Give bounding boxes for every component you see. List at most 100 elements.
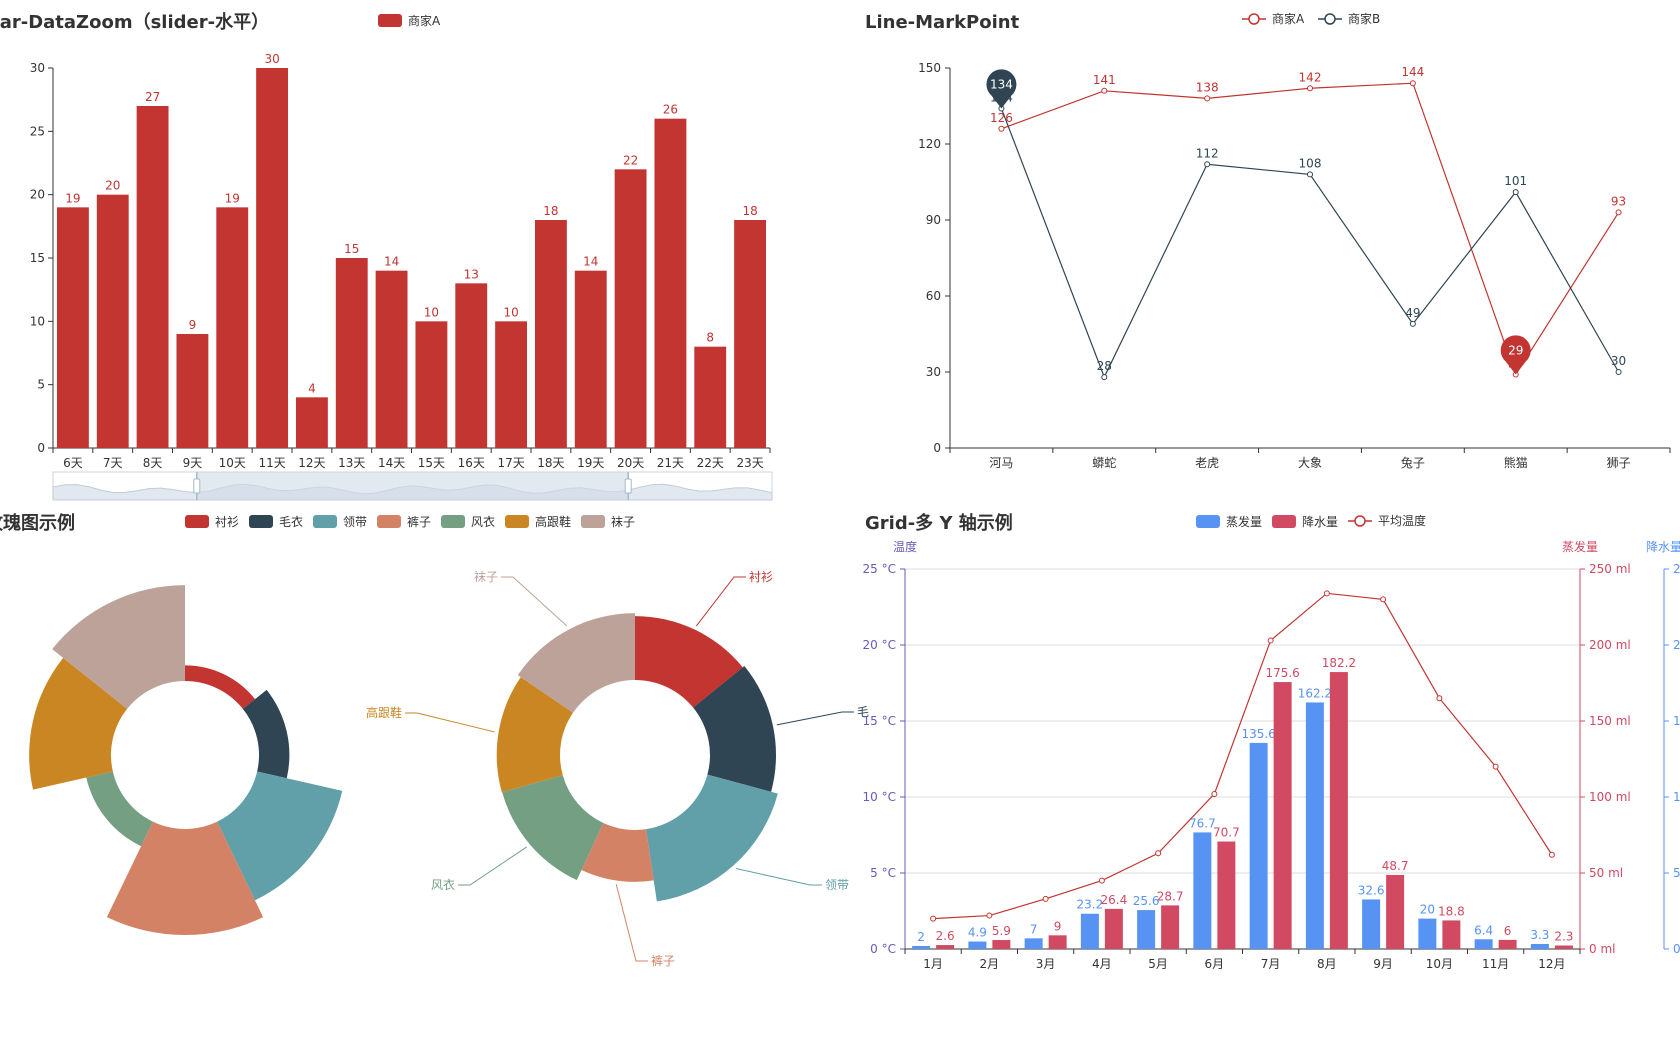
legend-marker[interactable]	[505, 515, 529, 528]
bar[interactable]	[335, 258, 368, 448]
data-point[interactable]	[1155, 850, 1162, 857]
bar[interactable]	[1161, 905, 1180, 949]
bar[interactable]	[1329, 672, 1348, 949]
data-point[interactable]	[1409, 320, 1416, 327]
bar[interactable]	[1305, 702, 1324, 949]
datazoom-handle[interactable]	[624, 478, 632, 494]
data-point[interactable]	[1042, 895, 1049, 902]
legend-label[interactable]: 商家B	[1348, 11, 1380, 26]
bar[interactable]	[1474, 939, 1493, 949]
legend-marker[interactable]	[377, 515, 401, 528]
bar[interactable]	[176, 334, 209, 448]
bar[interactable]	[1048, 935, 1067, 949]
bar[interactable]	[375, 270, 408, 448]
legend-label[interactable]: 商家A	[1272, 11, 1305, 26]
data-point[interactable]	[986, 912, 993, 919]
data-point[interactable]	[1267, 637, 1274, 644]
legend-marker[interactable]	[441, 515, 465, 528]
rose-sector[interactable]	[693, 666, 777, 792]
legend-marker[interactable]	[1196, 515, 1220, 528]
data-point[interactable]	[1211, 790, 1218, 797]
bar[interactable]	[734, 220, 767, 448]
datazoom-handle[interactable]	[193, 478, 201, 494]
rose-sector[interactable]	[185, 665, 256, 709]
bar[interactable]	[1024, 938, 1043, 949]
legend-marker[interactable]	[249, 515, 273, 528]
legend-label[interactable]: 毛衣	[279, 514, 303, 529]
data-point[interactable]	[1409, 80, 1416, 87]
legend-marker[interactable]	[378, 14, 402, 27]
legend-label[interactable]: 高跟鞋	[535, 514, 571, 529]
rose-sector[interactable]	[502, 775, 604, 881]
data-point[interactable]	[1492, 763, 1499, 770]
data-point[interactable]	[1615, 209, 1622, 216]
legend-marker[interactable]	[1354, 515, 1366, 527]
bar[interactable]	[1273, 682, 1292, 949]
bar[interactable]	[992, 940, 1011, 949]
data-point[interactable]	[1101, 87, 1108, 94]
bar[interactable]	[694, 346, 727, 448]
rose-sector[interactable]	[106, 821, 264, 935]
rose-sector[interactable]	[646, 774, 778, 902]
legend-marker[interactable]	[313, 515, 337, 528]
data-point[interactable]	[1098, 877, 1105, 884]
rose-sector[interactable]	[29, 657, 128, 790]
data-point[interactable]	[1615, 369, 1622, 375]
legend-label[interactable]: 商家A	[408, 13, 441, 28]
bar[interactable]	[295, 397, 328, 448]
bar[interactable]	[574, 270, 607, 448]
bar[interactable]	[1418, 918, 1437, 949]
legend-label[interactable]: 领带	[343, 515, 367, 529]
rose-sector[interactable]	[86, 771, 153, 847]
data-point[interactable]	[1436, 695, 1443, 702]
bar[interactable]	[1442, 920, 1461, 949]
bar[interactable]	[455, 283, 488, 448]
bar[interactable]	[216, 207, 249, 448]
bar[interactable]	[1554, 945, 1573, 949]
legend-label[interactable]: 袜子	[611, 515, 635, 529]
markpoint-pin[interactable]	[1500, 335, 1531, 375]
legend-marker[interactable]	[1324, 13, 1336, 25]
bar[interactable]	[1193, 832, 1212, 949]
bar[interactable]	[495, 321, 528, 448]
bar[interactable]	[56, 207, 89, 448]
bar[interactable]	[912, 945, 931, 949]
data-point[interactable]	[1512, 189, 1519, 196]
rose-sector[interactable]	[217, 771, 343, 901]
bar[interactable]	[1249, 742, 1268, 949]
data-point[interactable]	[1204, 161, 1211, 168]
bar[interactable]	[1530, 943, 1549, 949]
bar[interactable]	[136, 106, 169, 448]
legend-marker[interactable]	[185, 515, 209, 528]
markpoint-pin[interactable]	[986, 69, 1017, 109]
bar[interactable]	[936, 945, 955, 949]
rose-sector[interactable]	[52, 585, 186, 709]
legend-marker[interactable]	[1248, 13, 1260, 25]
legend-label[interactable]: 降水量	[1302, 515, 1338, 529]
rose-sector[interactable]	[242, 689, 290, 779]
bar[interactable]	[1137, 910, 1156, 949]
bar[interactable]	[534, 220, 567, 448]
data-point[interactable]	[1323, 590, 1330, 597]
legend-label[interactable]: 平均温度	[1378, 513, 1426, 528]
bar[interactable]	[1080, 913, 1099, 949]
data-point[interactable]	[1307, 171, 1313, 178]
data-point[interactable]	[1548, 851, 1555, 858]
data-point[interactable]	[1380, 596, 1387, 603]
bar[interactable]	[1217, 841, 1236, 949]
data-point[interactable]	[1204, 95, 1211, 102]
bar[interactable]	[256, 68, 289, 448]
rose-sector[interactable]	[635, 616, 743, 708]
data-point[interactable]	[998, 125, 1005, 132]
bar[interactable]	[614, 169, 647, 449]
legend-marker[interactable]	[1272, 515, 1296, 528]
rose-sector[interactable]	[517, 613, 635, 713]
bar[interactable]	[1386, 874, 1405, 949]
legend-marker[interactable]	[581, 515, 605, 528]
bar[interactable]	[654, 118, 687, 449]
bar[interactable]	[96, 194, 129, 448]
data-point[interactable]	[930, 915, 937, 922]
datazoom-selection[interactable]	[196, 472, 629, 500]
bar[interactable]	[968, 941, 987, 949]
data-point[interactable]	[1307, 85, 1313, 92]
